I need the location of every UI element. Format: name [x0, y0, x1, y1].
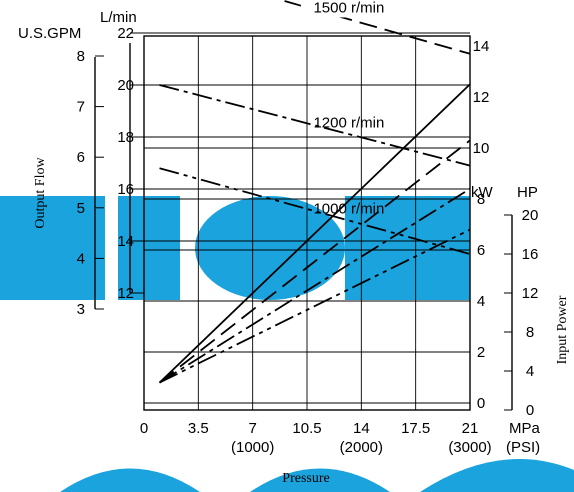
watermark — [0, 196, 574, 492]
x-axis-title: Pressure — [282, 471, 329, 486]
lmin-tick-label: 20 — [117, 77, 134, 94]
kw-tick-label: 14 — [473, 38, 490, 55]
gpm-tick-label: 4 — [77, 250, 85, 267]
lmin-tick-label: 12 — [117, 285, 134, 302]
flow-line-1200 — [159, 84, 471, 167]
x-psi-tick-label: (2000) — [340, 439, 383, 456]
power-line-2 — [158, 139, 471, 384]
kw-tick-label: 2 — [477, 344, 485, 361]
hp-tick-label: 8 — [526, 324, 534, 341]
lmin-tick-label: 14 — [117, 233, 134, 250]
gpm-tick-label: 8 — [77, 48, 85, 65]
flow-line-1000 — [159, 167, 471, 255]
x-tick-label: 21 — [462, 420, 479, 437]
lmin-tick-label: 16 — [117, 181, 134, 198]
kw-tick-label: 10 — [473, 140, 490, 157]
kw-tick-label: 6 — [477, 242, 485, 259]
hp-tick-label: 16 — [522, 246, 539, 263]
watermark-shape — [0, 196, 105, 300]
x-tick-label: 14 — [353, 420, 370, 437]
gpm-tick-label: 6 — [77, 149, 85, 166]
x-psi-tick-label: (3000) — [448, 439, 491, 456]
hp-tick-label: 20 — [522, 207, 539, 224]
power-line-3 — [159, 188, 471, 384]
unit-lmin: L/min — [100, 9, 137, 26]
kw-tick-label: 8 — [477, 191, 485, 208]
axes: 1214161820222426283032345678024681012140… — [77, 25, 539, 456]
power-line-4 — [159, 228, 471, 384]
y-axis-title-left: Output Flow — [33, 157, 48, 229]
hp-tick-label: 12 — [522, 285, 539, 302]
kw-tick-label: 4 — [477, 293, 485, 310]
x-psi-tick-label: (1000) — [231, 439, 274, 456]
x-tick-label: 10.5 — [292, 420, 321, 437]
x-tick-label: 0 — [140, 420, 148, 437]
watermark-shape — [345, 196, 470, 300]
gpm-tick-label: 7 — [77, 99, 85, 116]
watermark-shape — [195, 196, 345, 300]
unit-psi: (PSI) — [506, 439, 540, 456]
kw-tick-label: 12 — [473, 89, 490, 106]
watermark-shape — [420, 459, 574, 492]
flow-line-label: 1200 r/min — [313, 114, 384, 131]
unit-gpm: U.S.GPM — [18, 25, 81, 42]
x-tick-label: 17.5 — [401, 420, 430, 437]
kw-tick-label: 0 — [477, 395, 485, 412]
power-line-1 — [158, 83, 471, 384]
flow-label-bg — [300, 0, 397, 18]
y-axis-title-right: Input Power — [555, 295, 570, 364]
watermark-shape — [118, 196, 180, 300]
gpm-tick-label: 5 — [77, 200, 85, 217]
x-tick-label: 7 — [248, 420, 256, 437]
gpm-tick-label: 3 — [77, 301, 85, 318]
flow-line-label: 1000 r/min — [313, 201, 384, 218]
unit-mpa: MPa — [509, 420, 541, 437]
x-tick-label: 3.5 — [188, 420, 209, 437]
hp-tick-label: 0 — [526, 402, 534, 419]
watermark-shape — [60, 468, 200, 492]
unit-kw: kW — [471, 184, 494, 201]
lmin-tick-label: 22 — [117, 25, 134, 42]
unit-hp: HP — [517, 184, 538, 201]
flow-line-label: 1500 r/min — [313, 0, 384, 16]
watermark-shape — [250, 468, 390, 492]
lmin-tick-label: 18 — [117, 129, 134, 146]
hp-tick-label: 4 — [526, 363, 534, 380]
